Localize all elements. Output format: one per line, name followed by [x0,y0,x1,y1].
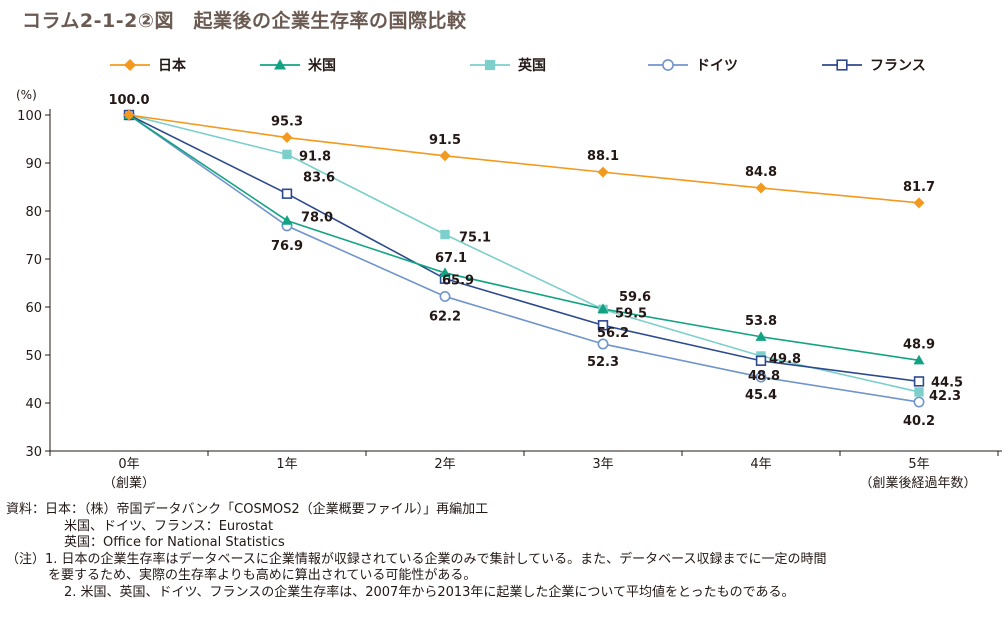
legend-marker [484,59,496,71]
series-line [128,114,920,393]
data-label: 53.8 [745,314,777,329]
chart-title: コラム2-1-2②図 起業後の企業生存率の国際比較 [22,10,467,32]
y-tick-label: 30 [25,445,42,460]
y-tick-label: 50 [25,349,42,364]
x-tick-label: 4年 [750,457,771,472]
series-line [128,114,920,383]
x-tick-label: 5年 [908,457,929,472]
series-line [128,114,920,204]
note-2: 2. 米国、英国、ドイツ、フランスの企業生存率は、2007年から2013年に起業… [64,584,795,600]
y-tick-label: 80 [25,205,42,220]
data-label: 84.8 [745,165,777,180]
data-label: 83.6 [303,171,335,186]
data-point [439,267,451,278]
data-label: 56.2 [597,326,629,341]
data-point [913,354,925,365]
data-label: 81.7 [903,180,935,195]
data-label: 76.9 [271,239,303,254]
line-chart: (%) 100 90 80 70 60 50 40 30 0年 （創業） 1年 2年 3年 4年 5年 （創業後… [16,57,1002,491]
data-label: 100.0 [108,93,149,108]
data-point [597,338,609,350]
x-tick-sublabel: （創業後経過年数） [859,475,976,491]
legend-label: 米国 [308,57,336,74]
data-label: 48.8 [748,369,780,384]
x-tick-label: 0年 [118,457,139,472]
legend-label: フランス [870,58,926,74]
y-tick-label: 100 [17,109,42,124]
data-point [597,303,609,314]
x-tick-label: 2年 [434,457,455,472]
data-label: 75.1 [459,231,491,246]
data-point [439,290,451,302]
data-point [913,376,925,387]
data-point [597,166,609,178]
legend-label: 英国 [517,57,546,74]
data-label: 88.1 [587,149,619,164]
x-tick-sublabel: （創業） [103,475,155,491]
data-label: 48.9 [903,337,935,352]
data-label: 95.3 [271,115,303,130]
data-label: 45.4 [745,388,777,403]
source-line-3: 英国：Office for National Statistics [64,535,285,551]
note-1-line-1: （注）1. 日本の企業生存率はデータベースに企業情報が収録されている企業のみで集… [6,551,827,567]
data-point [597,320,609,331]
data-point [914,387,924,397]
legend-marker [274,59,286,70]
legend-label: 日本 [158,57,187,74]
data-label: 59.6 [619,290,651,305]
data-label: 49.8 [769,352,801,367]
data-point [439,150,451,162]
data-label: 91.5 [429,133,461,148]
data-label: 42.3 [929,389,961,404]
data-point [440,229,450,240]
data-point [755,331,767,341]
data-label: 40.2 [903,414,935,429]
data-point [281,215,293,225]
data-point [123,109,135,121]
data-label: 44.5 [931,375,963,390]
data-point [281,188,293,199]
legend-marker [836,59,848,71]
series-line [128,114,920,403]
y-tick-label: 60 [25,301,42,316]
y-tick-label: 40 [25,397,42,412]
legend-marker [662,59,674,71]
data-label: 91.8 [299,149,331,164]
data-point [913,197,925,209]
x-tick-label: 3年 [592,457,613,472]
data-point [913,396,925,408]
data-label: 78.0 [301,211,333,226]
data-label: 62.2 [429,309,461,324]
y-tick-label: 70 [25,253,42,268]
data-label: 67.1 [435,251,467,266]
data-label: 52.3 [587,355,619,370]
data-label: 59.5 [615,306,647,321]
series-line [128,114,920,362]
source-line-1: 資料：日本：（株）帝国データバンク「COSMOS2（企業概要ファイル）」再編加工 [6,502,489,517]
data-label: 65.9 [442,274,474,289]
note-1-line-2: を要するため、実際の生存率よりも高めに算出されている可能性がある。 [48,568,477,584]
x-tick-label: 1年 [276,457,297,472]
data-point [755,355,767,366]
legend-marker [124,59,136,71]
data-point [755,182,767,194]
data-point [755,371,767,383]
y-axis-unit: (%) [16,88,37,102]
data-point [281,132,293,144]
source-line-2: 米国、ドイツ、フランス：Eurostat [64,518,274,534]
y-tick-label: 90 [25,157,42,172]
chart-notes: 資料：日本：（株）帝国データバンク「COSMOS2（企業概要ファイル）」再編加工… [6,502,1002,602]
data-point [282,149,292,160]
legend-label: ドイツ [696,58,738,74]
